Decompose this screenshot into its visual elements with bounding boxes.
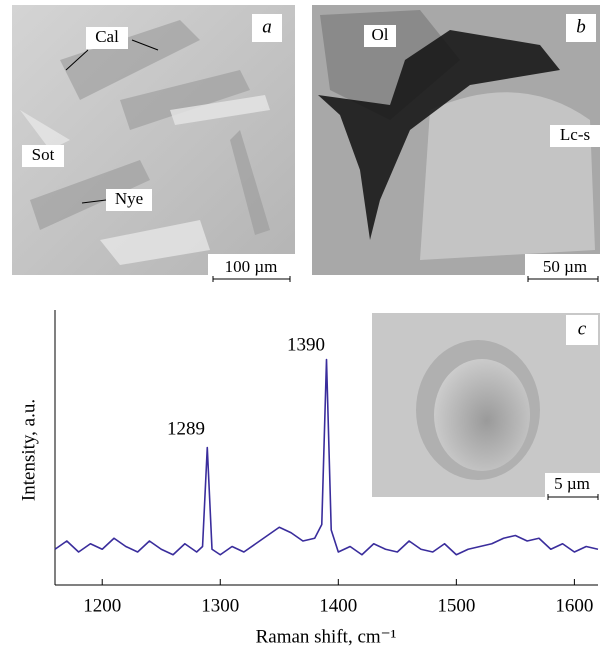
mineral-label: Sot — [32, 145, 55, 164]
texture — [434, 359, 530, 471]
scale-box — [525, 254, 600, 275]
label-box — [22, 145, 64, 167]
x-axis-label: Raman shift, cm⁻¹ — [256, 626, 397, 647]
scale-label: 50 µm — [543, 257, 587, 276]
x-tick-label: 1600 — [555, 595, 593, 616]
mineral-label: Cal — [95, 27, 119, 46]
scale-bar — [547, 494, 599, 500]
spectrum-chart: Raman shift, cm⁻¹ Intensity, a.u. 1289 1… — [18, 310, 599, 647]
label-box — [86, 27, 128, 49]
mineral-label: Ol — [372, 25, 389, 44]
scale-label: 5 µm — [554, 474, 590, 493]
scale-bar — [527, 276, 599, 282]
letter-box — [566, 315, 598, 345]
panel-letter: b — [576, 16, 586, 37]
arrow — [131, 39, 159, 51]
spectrum-line — [54, 358, 599, 556]
x-tick-label: 1200 — [83, 595, 121, 616]
arrow — [65, 49, 89, 71]
mineral-label: Lc-s — [560, 125, 590, 144]
panel-letter: c — [578, 318, 587, 339]
scale-label: 100 µm — [225, 257, 278, 276]
x-tick-label: 1300 — [201, 595, 239, 616]
x-tick-label: 1400 — [319, 595, 357, 616]
texture — [420, 92, 595, 260]
arrow — [81, 199, 107, 204]
panel-a: Cal Sot Nye a 100 µm — [12, 5, 295, 282]
y-axis-label: Intensity, a.u. — [18, 399, 39, 501]
scale-box — [208, 254, 295, 275]
label-box — [364, 25, 396, 47]
texture — [30, 20, 270, 235]
panel-c: c 5 µm — [372, 313, 600, 500]
peak-label: 1390 — [287, 334, 325, 355]
peak-label: 1289 — [167, 418, 205, 439]
letter-box — [252, 14, 282, 42]
crack — [318, 30, 560, 240]
texture — [20, 95, 270, 265]
scale-bar — [212, 276, 291, 282]
scale-box — [545, 473, 600, 497]
mineral-label: Nye — [115, 189, 143, 208]
panel-letter: a — [262, 16, 272, 37]
letter-box — [566, 14, 596, 42]
label-box — [550, 125, 600, 147]
x-tick-label: 1500 — [437, 595, 475, 616]
panel-b: Ol Lc-s b 50 µm — [312, 5, 600, 282]
texture — [320, 10, 460, 120]
label-box — [106, 189, 152, 211]
